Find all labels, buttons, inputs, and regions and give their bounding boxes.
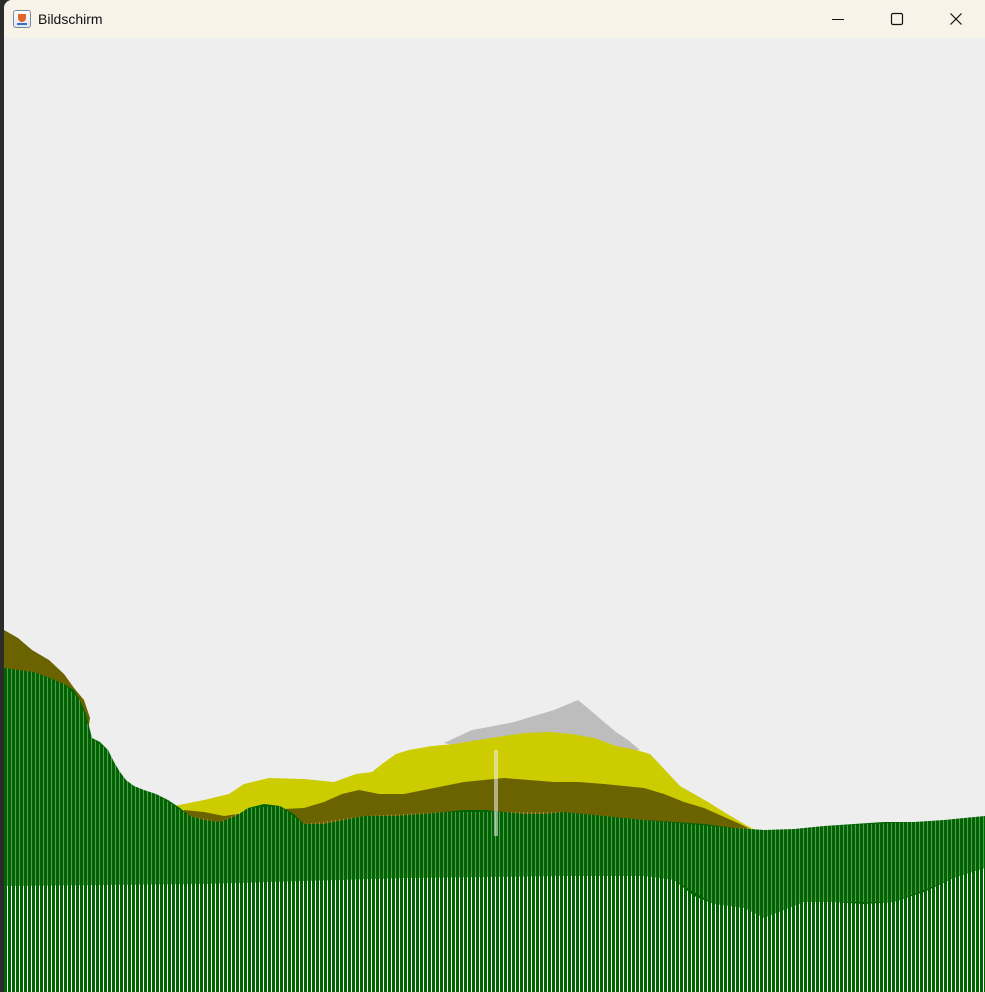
terrain-layer-dirt: [4, 630, 756, 834]
terrain-speckle-overlay: [4, 668, 985, 918]
terrain-drawing: [4, 38, 985, 992]
application-window: Bildschirm: [4, 0, 985, 992]
close-button[interactable]: [926, 0, 985, 38]
minimize-icon: [831, 19, 844, 20]
terrain-stripe-overlay: [4, 868, 985, 992]
terrain-crevice: [494, 750, 498, 836]
window-title: Bildschirm: [38, 11, 103, 27]
maximize-icon: [890, 12, 903, 26]
minimize-button[interactable]: [808, 0, 867, 38]
title-bar[interactable]: Bildschirm: [4, 0, 985, 38]
drawing-canvas[interactable]: [4, 38, 985, 992]
java-app-icon[interactable]: [13, 10, 31, 28]
maximize-button[interactable]: [867, 0, 926, 38]
window-controls: [808, 0, 985, 38]
close-icon: [949, 13, 962, 25]
